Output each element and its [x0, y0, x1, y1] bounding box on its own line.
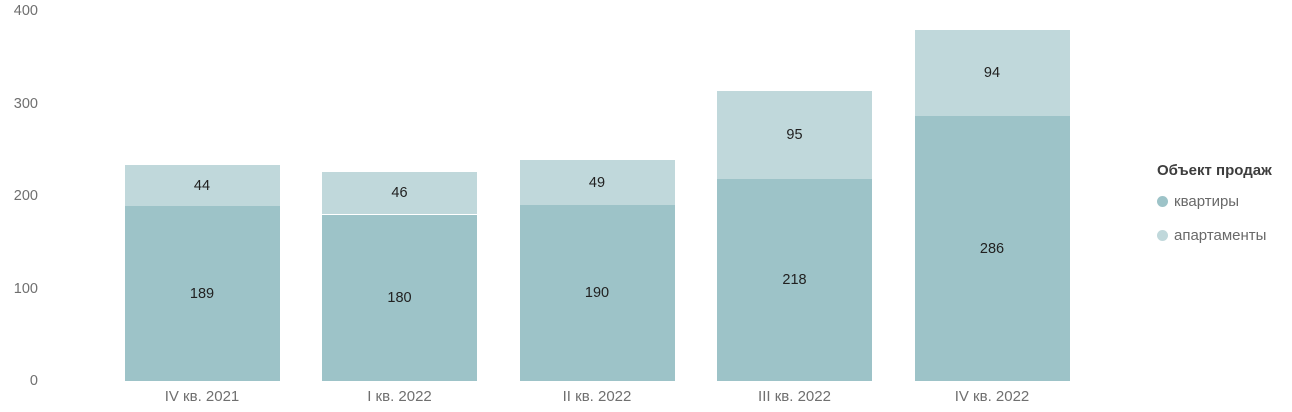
y-axis-tick-label: 400 — [13, 3, 38, 19]
bar-segment-kvartiry[interactable] — [124, 206, 280, 381]
bar-value-label: 218 — [782, 272, 807, 289]
bar-value-label: 94 — [983, 64, 1001, 81]
legend-item-apartamenty[interactable]: апартаменты — [1157, 227, 1289, 244]
bar-value-label: 190 — [584, 285, 610, 302]
bar-value-label: 44 — [193, 177, 211, 194]
y-axis-tick-label: 200 — [13, 188, 38, 204]
bar-value-label: 46 — [391, 185, 408, 202]
bar-value-label: 95 — [786, 127, 803, 144]
bar-segment-apartamenty[interactable] — [914, 29, 1070, 117]
legend-item-label: квартиры — [1174, 193, 1240, 210]
bar-value-label: 180 — [387, 289, 412, 306]
x-axis-category-label: IV кв. 2021 — [164, 388, 240, 405]
bar-segment-kvartiry[interactable] — [914, 116, 1070, 381]
bar-value-label: 49 — [588, 174, 606, 191]
legend-title: Объект продаж — [1157, 162, 1272, 179]
bar-segment-apartamenty[interactable] — [124, 165, 280, 207]
bar-segment-apartamenty[interactable] — [322, 171, 477, 215]
bar-segment-apartamenty[interactable] — [519, 159, 675, 206]
legend: Объект продаж квартиры апартаменты — [1157, 162, 1289, 261]
legend-item-kvartiry[interactable]: квартиры — [1157, 193, 1289, 210]
x-axis-category-label: II кв. 2022 — [562, 388, 632, 405]
bar-segment-apartamenty[interactable] — [717, 91, 872, 180]
bar-value-label: 286 — [979, 240, 1005, 257]
legend-dot-icon — [1157, 230, 1168, 241]
bar-segment-kvartiry[interactable] — [322, 214, 477, 381]
bar-value-label: 189 — [189, 285, 215, 302]
x-axis-category-label: I кв. 2022 — [367, 388, 432, 405]
y-axis-tick-label: 300 — [13, 95, 38, 112]
x-axis-category-label: III кв. 2022 — [758, 388, 831, 405]
y-axis-tick-label: 0 — [29, 373, 38, 389]
bar-segment-kvartiry[interactable] — [717, 179, 872, 381]
x-axis-category-label: IV кв. 2022 — [954, 388, 1030, 405]
y-axis-tick-label: 100 — [13, 280, 38, 297]
legend-item-label: апартаменты — [1174, 227, 1267, 244]
legend-dot-icon — [1157, 196, 1168, 207]
bar-segment-kvartiry[interactable] — [519, 205, 675, 381]
